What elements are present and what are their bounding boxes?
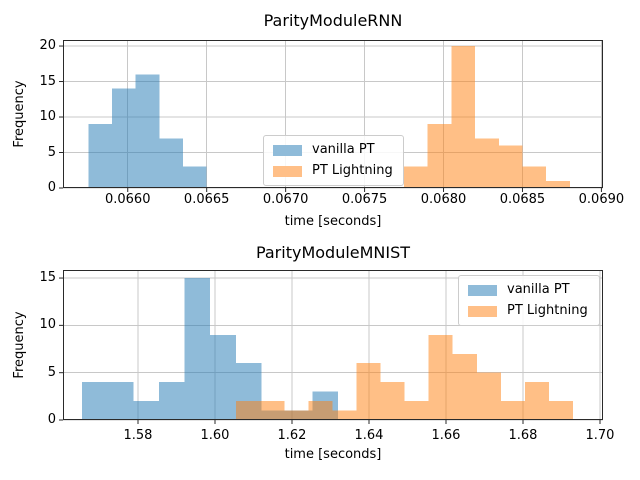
x-tick-label: 0.0690 bbox=[578, 192, 625, 207]
x-tick-label: 0.0660 bbox=[104, 192, 151, 207]
x-tick-label: 0.0665 bbox=[183, 192, 230, 207]
histogram-bar bbox=[260, 401, 285, 420]
x-tick-label: 1.68 bbox=[508, 428, 538, 443]
legend-item-pt-lightning: PT Lightning bbox=[468, 303, 590, 319]
legend-label: vanilla PT bbox=[507, 282, 570, 297]
legend-label: PT Lightning bbox=[507, 303, 588, 318]
x-tick-label: 1.58 bbox=[123, 428, 153, 443]
legend-item-pt-lightning: PT Lightning bbox=[273, 163, 394, 179]
histogram-bar bbox=[133, 401, 159, 420]
histogram-bar bbox=[107, 382, 134, 420]
plot-area bbox=[59, 40, 603, 192]
x-tick-label: 1.60 bbox=[200, 428, 230, 443]
y-tick-label: 0 bbox=[47, 412, 56, 427]
histogram-bar bbox=[524, 382, 549, 420]
legend-label: PT Lightning bbox=[312, 163, 393, 178]
y-axis-label: Frequency bbox=[12, 311, 27, 379]
x-tick-label: 1.66 bbox=[431, 428, 461, 443]
y-tick-label: 10 bbox=[39, 109, 56, 125]
y-tick-label: 5 bbox=[47, 144, 56, 160]
legend-swatch-lightning-icon bbox=[468, 305, 497, 317]
legend-item-vanilla-pt: vanilla PT bbox=[468, 282, 590, 298]
histogram-bar bbox=[159, 138, 183, 188]
x-tick-label: 1.64 bbox=[354, 428, 384, 443]
histogram-bar bbox=[88, 124, 112, 188]
histogram-bar bbox=[548, 401, 574, 420]
x-tick-label: 0.0680 bbox=[420, 192, 467, 207]
legend-label: vanilla PT bbox=[312, 142, 375, 157]
histogram-bar bbox=[404, 166, 428, 188]
x-tick-label: 1.70 bbox=[585, 428, 615, 443]
x-tick-label: 1.62 bbox=[277, 428, 307, 443]
histogram-bar bbox=[236, 401, 261, 420]
histogram-bar bbox=[404, 401, 429, 420]
legend-swatch-lightning-icon bbox=[273, 165, 302, 177]
legend: vanilla PT PT Lightning bbox=[458, 275, 600, 326]
y-tick-label: 20 bbox=[39, 38, 56, 54]
y-tick-label: 0 bbox=[47, 180, 56, 195]
y-tick-label: 10 bbox=[39, 317, 56, 333]
histogram-bar bbox=[184, 278, 211, 420]
axes-spines bbox=[63, 40, 603, 188]
histogram-bar bbox=[475, 138, 499, 188]
histogram-bar bbox=[308, 401, 333, 420]
legend-swatch-vanilla-icon bbox=[273, 144, 302, 156]
y-tick-label: 5 bbox=[47, 364, 56, 380]
histogram-bar bbox=[476, 372, 501, 420]
chart-title: ParityModuleMNIST bbox=[255, 243, 411, 262]
plot-area bbox=[59, 270, 603, 424]
x-tick-label: 0.0675 bbox=[341, 192, 388, 207]
histogram-bar bbox=[183, 166, 207, 188]
histogram-bar bbox=[111, 88, 136, 188]
x-tick-label: 0.0685 bbox=[499, 192, 546, 207]
histogram-bar bbox=[210, 334, 236, 420]
histogram-bar bbox=[158, 382, 185, 420]
histogram-bar bbox=[500, 401, 525, 420]
histogram-bar bbox=[451, 46, 476, 189]
histogram-bar bbox=[332, 410, 357, 420]
histogram-bar bbox=[135, 74, 160, 188]
y-tick-label: 15 bbox=[39, 270, 56, 286]
histogram-bar bbox=[522, 166, 547, 188]
x-axis-label: time [seconds] bbox=[284, 214, 382, 229]
axes-spines bbox=[63, 270, 603, 420]
histogram-bar bbox=[427, 124, 452, 188]
histogram-bar bbox=[82, 382, 108, 420]
legend-swatch-vanilla-icon bbox=[468, 284, 497, 296]
y-tick-label: 15 bbox=[39, 73, 56, 89]
histogram-bar bbox=[452, 353, 477, 420]
histogram-bar bbox=[284, 410, 309, 420]
histogram-bar bbox=[380, 382, 405, 420]
x-axis-label: time [seconds] bbox=[284, 447, 382, 462]
histogram-bar bbox=[546, 180, 570, 188]
legend-item-vanilla-pt: vanilla PT bbox=[273, 142, 394, 158]
legend: vanilla PT PT Lightning bbox=[263, 135, 404, 186]
chart-title: ParityModuleRNN bbox=[263, 11, 403, 30]
histogram-bar bbox=[356, 363, 381, 420]
histogram-bar bbox=[428, 334, 453, 420]
histogram-bar bbox=[498, 145, 523, 188]
x-tick-label: 0.0670 bbox=[262, 192, 309, 207]
